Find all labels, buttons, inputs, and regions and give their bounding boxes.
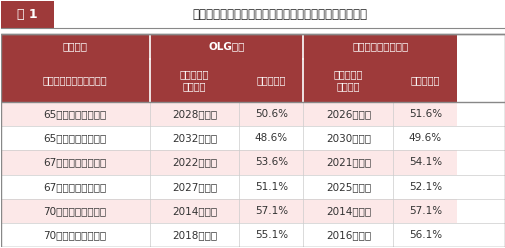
FancyBboxPatch shape	[303, 59, 392, 102]
FancyBboxPatch shape	[149, 150, 239, 175]
FancyBboxPatch shape	[239, 59, 303, 102]
Text: 所得代替率: 所得代替率	[410, 75, 439, 85]
FancyBboxPatch shape	[149, 199, 239, 223]
Text: 経済前提別のマクロ経済スライド適用年限と所得代替率: 経済前提別のマクロ経済スライド適用年限と所得代替率	[191, 8, 366, 21]
FancyBboxPatch shape	[392, 150, 457, 175]
Text: 2025年まで: 2025年まで	[325, 182, 370, 192]
Text: 2018年まで: 2018年まで	[172, 230, 217, 240]
FancyBboxPatch shape	[1, 34, 149, 59]
FancyBboxPatch shape	[54, 1, 504, 28]
FancyBboxPatch shape	[1, 199, 149, 223]
Text: 2028年まで: 2028年まで	[172, 109, 217, 119]
Text: 2026年まで: 2026年まで	[325, 109, 370, 119]
Text: 2014年まで: 2014年まで	[172, 206, 217, 216]
Text: OLG前提: OLG前提	[208, 41, 244, 51]
Text: マクロ経済
スライド: マクロ経済 スライド	[179, 69, 209, 91]
Text: 65歳支給・死亡低位: 65歳支給・死亡低位	[43, 133, 107, 143]
FancyBboxPatch shape	[1, 150, 149, 175]
FancyBboxPatch shape	[1, 175, 149, 199]
Text: 所得代替率: 所得代替率	[256, 75, 285, 85]
FancyBboxPatch shape	[1, 59, 149, 102]
FancyBboxPatch shape	[1, 102, 149, 126]
FancyBboxPatch shape	[1, 1, 54, 28]
Text: 51.1%: 51.1%	[255, 182, 287, 192]
FancyBboxPatch shape	[303, 34, 457, 59]
Text: 56.1%: 56.1%	[408, 230, 441, 240]
Text: 2032年まで: 2032年まで	[172, 133, 217, 143]
Text: 厚労省暫定試算前提: 厚労省暫定試算前提	[351, 41, 408, 51]
Text: 48.6%: 48.6%	[255, 133, 287, 143]
Text: マクロ経済
スライド: マクロ経済 スライド	[333, 69, 363, 91]
FancyBboxPatch shape	[149, 126, 239, 150]
FancyBboxPatch shape	[149, 102, 239, 126]
Text: 表 1: 表 1	[17, 8, 37, 21]
Text: 54.1%: 54.1%	[408, 157, 441, 167]
FancyBboxPatch shape	[303, 223, 392, 247]
Text: 57.1%: 57.1%	[255, 206, 287, 216]
FancyBboxPatch shape	[239, 102, 303, 126]
Text: 53.6%: 53.6%	[255, 157, 287, 167]
Text: 67歳支給・死亡中位: 67歳支給・死亡中位	[43, 157, 107, 167]
FancyBboxPatch shape	[303, 150, 392, 175]
FancyBboxPatch shape	[149, 59, 239, 102]
FancyBboxPatch shape	[303, 126, 392, 150]
FancyBboxPatch shape	[392, 126, 457, 150]
Text: 50.6%: 50.6%	[255, 109, 287, 119]
Text: 65歳支給・死亡中位: 65歳支給・死亡中位	[43, 109, 107, 119]
Text: 2030年まで: 2030年まで	[325, 133, 370, 143]
FancyBboxPatch shape	[239, 199, 303, 223]
FancyBboxPatch shape	[239, 150, 303, 175]
Text: 2021年まで: 2021年まで	[325, 157, 370, 167]
Text: 2022年まで: 2022年まで	[172, 157, 217, 167]
Text: 57.1%: 57.1%	[408, 206, 441, 216]
FancyBboxPatch shape	[149, 175, 239, 199]
FancyBboxPatch shape	[392, 223, 457, 247]
FancyBboxPatch shape	[303, 175, 392, 199]
FancyBboxPatch shape	[239, 223, 303, 247]
Text: 52.1%: 52.1%	[408, 182, 441, 192]
FancyBboxPatch shape	[303, 102, 392, 126]
Text: 2016年まで: 2016年まで	[325, 230, 370, 240]
Text: 55.1%: 55.1%	[255, 230, 287, 240]
Text: 67歳支給・死亡低位: 67歳支給・死亡低位	[43, 182, 107, 192]
FancyBboxPatch shape	[239, 175, 303, 199]
FancyBboxPatch shape	[149, 34, 303, 59]
FancyBboxPatch shape	[392, 175, 457, 199]
FancyBboxPatch shape	[1, 126, 149, 150]
FancyBboxPatch shape	[149, 223, 239, 247]
Text: 70歳支給・死亡低位: 70歳支給・死亡低位	[43, 230, 107, 240]
Text: 人口・支給開始年齢想定: 人口・支給開始年齢想定	[43, 75, 107, 85]
FancyBboxPatch shape	[392, 199, 457, 223]
FancyBboxPatch shape	[303, 199, 392, 223]
FancyBboxPatch shape	[392, 102, 457, 126]
Text: 2027年まで: 2027年まで	[172, 182, 217, 192]
FancyBboxPatch shape	[392, 59, 457, 102]
Text: 70歳支給・死亡中位: 70歳支給・死亡中位	[43, 206, 107, 216]
Text: 49.6%: 49.6%	[408, 133, 441, 143]
Text: 51.6%: 51.6%	[408, 109, 441, 119]
FancyBboxPatch shape	[239, 126, 303, 150]
FancyBboxPatch shape	[1, 223, 149, 247]
Text: 経済前提: 経済前提	[63, 41, 87, 51]
Text: 2014年まで: 2014年まで	[325, 206, 370, 216]
